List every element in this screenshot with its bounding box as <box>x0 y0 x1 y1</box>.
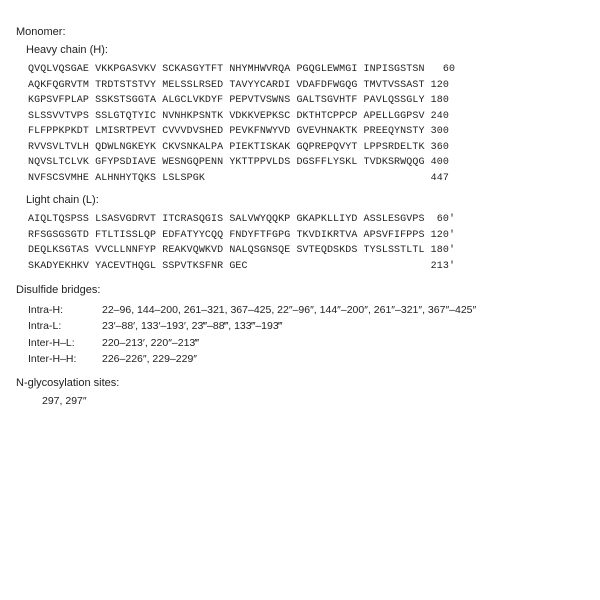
disulfide-label: Disulfide bridges: <box>16 284 584 296</box>
nglyc-section: N-glycosylation sites: 297, 297″ <box>16 377 584 407</box>
heavy-chain-label: Heavy chain (H): <box>26 44 584 56</box>
bridge-intra-l-value: 23′–88′, 133′–193′, 23‴–88‴, 133‴–193‴ <box>102 318 282 334</box>
monomer-title: Monomer: <box>16 26 584 38</box>
light-chain-label: Light chain (L): <box>26 194 584 206</box>
bridge-inter-hh: Inter-H–H: 226–226″, 229–229″ <box>28 351 584 367</box>
bridge-inter-hl: Inter-H–L: 220–213′, 220″–213‴ <box>28 335 584 351</box>
nglyc-label: N-glycosylation sites: <box>16 377 584 389</box>
bridge-inter-hl-value: 220–213′, 220″–213‴ <box>102 335 199 351</box>
bridge-inter-hl-label: Inter-H–L: <box>28 335 102 351</box>
bridge-intra-l: Intra-L: 23′–88′, 133′–193′, 23‴–88‴, 13… <box>28 318 584 334</box>
bridge-intra-h: Intra-H: 22–96, 144–200, 261–321, 367–42… <box>28 302 584 318</box>
bridge-inter-hh-label: Inter-H–H: <box>28 351 102 367</box>
light-chain-sequence: AIQLTQSPSS LSASVGDRVT ITCRASQGIS SALVWYQ… <box>28 212 584 274</box>
disulfide-section: Disulfide bridges: Intra-H: 22–96, 144–2… <box>16 284 584 367</box>
heavy-chain-sequence: QVQLVQSGAE VKKPGASVKV SCKASGYTFT NHYMHWV… <box>28 62 584 186</box>
bridge-intra-h-value: 22–96, 144–200, 261–321, 367–425, 22″–96… <box>102 302 476 318</box>
bridge-intra-h-label: Intra-H: <box>28 302 102 318</box>
bridge-intra-l-label: Intra-L: <box>28 318 102 334</box>
bridge-inter-hh-value: 226–226″, 229–229″ <box>102 351 197 367</box>
nglyc-sites: 297, 297″ <box>42 395 584 407</box>
